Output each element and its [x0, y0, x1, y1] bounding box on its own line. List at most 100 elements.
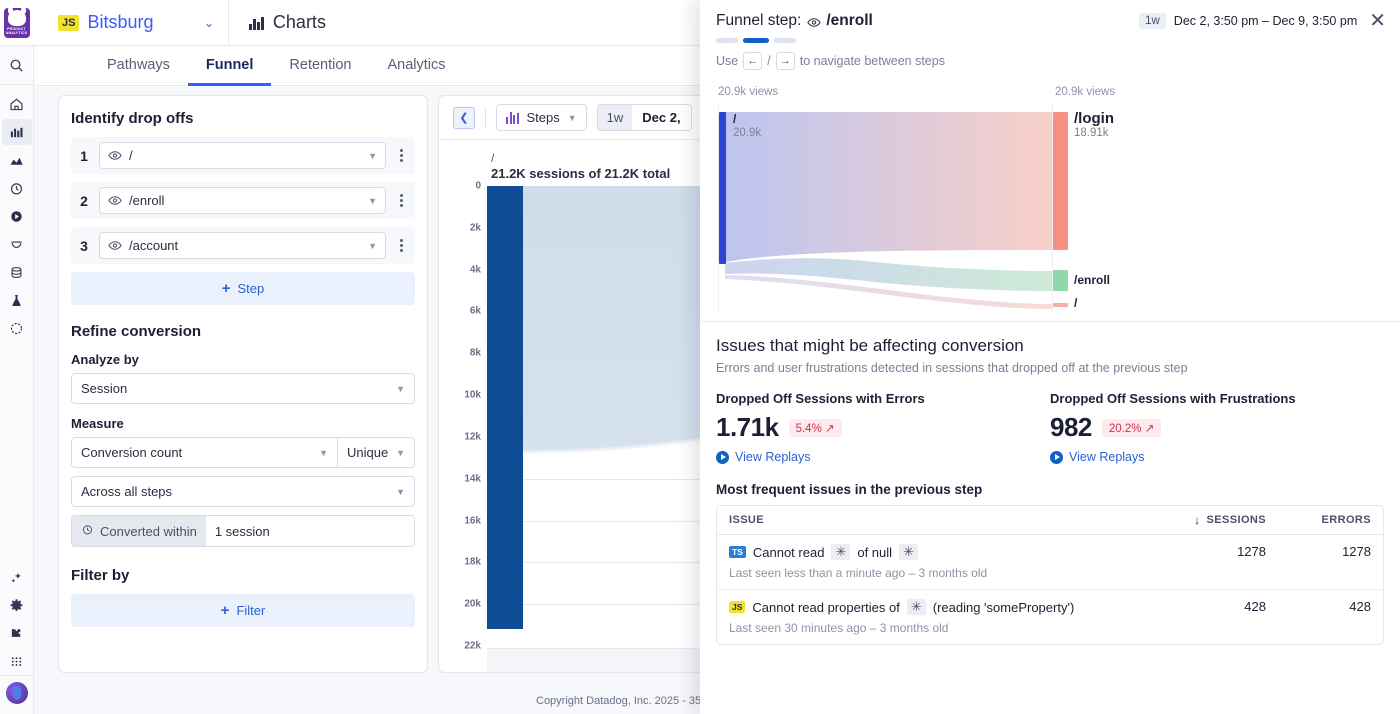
- project-badge: JS: [58, 14, 80, 31]
- table-row[interactable]: TS Cannot read ✳ of null ✳ Last seen les…: [717, 535, 1383, 590]
- collapse-sidebar-button[interactable]: ❮: [453, 106, 475, 129]
- bar-chart-icon[interactable]: [1, 119, 32, 145]
- chevron-down-icon[interactable]: ⌄: [203, 14, 215, 30]
- step-dot-3[interactable]: [774, 38, 796, 43]
- steps-view-select[interactable]: Steps ▼: [496, 104, 587, 131]
- funnel-icon[interactable]: [2, 231, 32, 257]
- home-icon[interactable]: [2, 91, 32, 117]
- add-step-button[interactable]: + Step: [71, 272, 415, 305]
- measure-unique-select[interactable]: Unique ▼: [338, 437, 415, 468]
- tab-pathways[interactable]: Pathways: [107, 56, 170, 73]
- analyze-by-select[interactable]: Session ▼: [71, 373, 415, 404]
- sankey-left-node-value: 20.9k: [733, 127, 762, 139]
- issue-title-line: TS Cannot read ✳ of null ✳: [729, 544, 1146, 560]
- view-replays-link-frustrations[interactable]: View Replays: [1050, 450, 1384, 464]
- sankey-label-right-enroll: /enroll: [1074, 273, 1110, 287]
- project-selector[interactable]: JS Bitsburg ⌄: [34, 0, 230, 46]
- overlay-date-range[interactable]: 1w Dec 2, 3:50 pm – Dec 9, 3:50 pm: [1139, 13, 1357, 29]
- view-replays-link-errors[interactable]: View Replays: [716, 450, 1050, 464]
- step-value: /enroll: [129, 193, 165, 208]
- column-header-errors[interactable]: ERRORS: [1321, 514, 1371, 526]
- step-options-menu[interactable]: [394, 147, 409, 164]
- converted-within-label: Converted within: [100, 523, 197, 539]
- clock-icon[interactable]: [2, 175, 32, 201]
- search-icon[interactable]: [2, 52, 32, 78]
- arrow-left-key[interactable]: ←: [743, 52, 763, 70]
- funnel-step-row: 2 /enroll ▼: [71, 182, 415, 219]
- overlay-title: Funnel step: /enroll: [716, 12, 1384, 30]
- issue-sessions-value: 1278: [1237, 544, 1266, 559]
- frequent-issues-title: Most frequent issues in the previous ste…: [716, 482, 983, 497]
- step-value: /account: [129, 238, 179, 253]
- date-range-picker[interactable]: 1w Dec 2, UTC-05:: [596, 104, 692, 131]
- sankey-node-right-enroll[interactable]: [1053, 270, 1068, 291]
- step-options-menu[interactable]: [394, 237, 409, 254]
- y-axis-tick: 6k: [469, 305, 481, 317]
- issue-cell: JS Cannot read properties of ✳ (reading …: [729, 599, 1146, 635]
- converted-within-row: Converted within: [71, 515, 415, 547]
- sort-descending-icon[interactable]: ↓: [1194, 513, 1201, 527]
- grid-apps-icon[interactable]: [2, 648, 32, 674]
- converted-within-input[interactable]: [205, 516, 414, 546]
- date-range-tag: 1w: [597, 105, 633, 130]
- rail-divider-bottom: [0, 675, 33, 676]
- metric-delta-badge: 20.2% ↗: [1101, 418, 1162, 437]
- play-circle-icon[interactable]: [2, 203, 32, 229]
- metric-label: Dropped Off Sessions with Frustrations: [1050, 391, 1296, 406]
- flask-icon[interactable]: [2, 287, 32, 313]
- puzzle-icon[interactable]: [2, 620, 32, 646]
- chevron-down-icon: ▼: [319, 447, 329, 458]
- sankey-node-right-login[interactable]: [1053, 112, 1068, 250]
- step-dot-1[interactable]: [716, 38, 738, 43]
- step-options-menu[interactable]: [394, 192, 409, 209]
- metric-label: Dropped Off Sessions with Errors: [716, 391, 925, 406]
- issue-text-before: Cannot read: [752, 544, 825, 560]
- table-row[interactable]: JS Cannot read properties of ✳ (reading …: [717, 590, 1383, 644]
- wildcard-token: ✳: [831, 544, 851, 560]
- issue-text-mid: of null: [857, 544, 893, 560]
- avatar[interactable]: [5, 682, 28, 704]
- steps-label: Steps: [526, 110, 560, 125]
- area-chart-icon[interactable]: [2, 147, 32, 173]
- sankey-node-right-root[interactable]: [1053, 303, 1068, 307]
- y-axis-tick: 22k: [464, 640, 481, 652]
- overlay-title-label: Funnel step:: [716, 12, 802, 29]
- step-dot-2[interactable]: [743, 38, 769, 43]
- typescript-icon: TS: [729, 546, 746, 558]
- column-header-issue[interactable]: ISSUE: [729, 514, 765, 526]
- chevron-down-icon[interactable]: ▼: [368, 195, 377, 206]
- chevron-down-icon[interactable]: ▼: [368, 240, 377, 251]
- analyze-by-label: Analyze by: [71, 352, 139, 367]
- funnel-bar-step-1[interactable]: [487, 186, 523, 630]
- across-steps-select[interactable]: Across all steps ▼: [71, 476, 415, 507]
- tab-retention[interactable]: Retention: [289, 56, 352, 73]
- tab-funnel[interactable]: Funnel: [187, 46, 272, 86]
- funnel-config-panel: Identify drop offs 1 / ▼ 2: [58, 95, 428, 673]
- database-icon[interactable]: [2, 259, 32, 285]
- close-icon[interactable]: ✕: [1369, 10, 1386, 32]
- gauge-icon[interactable]: [2, 315, 32, 341]
- chevron-down-icon: ▼: [396, 383, 405, 394]
- step-select-1[interactable]: / ▼: [99, 142, 386, 169]
- funnel-step-row: 1 / ▼: [71, 137, 415, 174]
- rail-divider: [0, 84, 33, 85]
- step-select-2[interactable]: /enroll ▼: [99, 187, 386, 214]
- y-axis: 0 2k 4k 6k 8k 10k 12k 14k 16k 18k 20k 22k: [439, 181, 487, 652]
- step-select-3[interactable]: /account ▼: [99, 232, 386, 259]
- chevron-down-icon[interactable]: ▼: [368, 150, 377, 161]
- tab-analytics[interactable]: Analytics: [387, 56, 446, 73]
- add-filter-button[interactable]: + Filter: [71, 594, 415, 627]
- column-header-sessions[interactable]: ↓ SESSIONS: [1146, 513, 1266, 527]
- sankey-node-left-root[interactable]: [719, 112, 726, 264]
- gear-icon[interactable]: [2, 592, 32, 618]
- chevron-down-icon: ▼: [396, 486, 405, 497]
- arrow-right-key[interactable]: →: [775, 52, 795, 70]
- measure-select[interactable]: Conversion count ▼: [71, 437, 339, 468]
- sparkle-icon[interactable]: [2, 564, 32, 590]
- issues-subheading: Errors and user frustrations detected in…: [716, 361, 1188, 375]
- y-axis-tick: 20k: [464, 598, 481, 610]
- datadog-logo[interactable]: PRODUCT ANALYTICS: [0, 0, 34, 46]
- project-name: Bitsburg: [87, 12, 154, 32]
- play-icon: [1050, 450, 1063, 464]
- add-step-label: Step: [237, 281, 265, 296]
